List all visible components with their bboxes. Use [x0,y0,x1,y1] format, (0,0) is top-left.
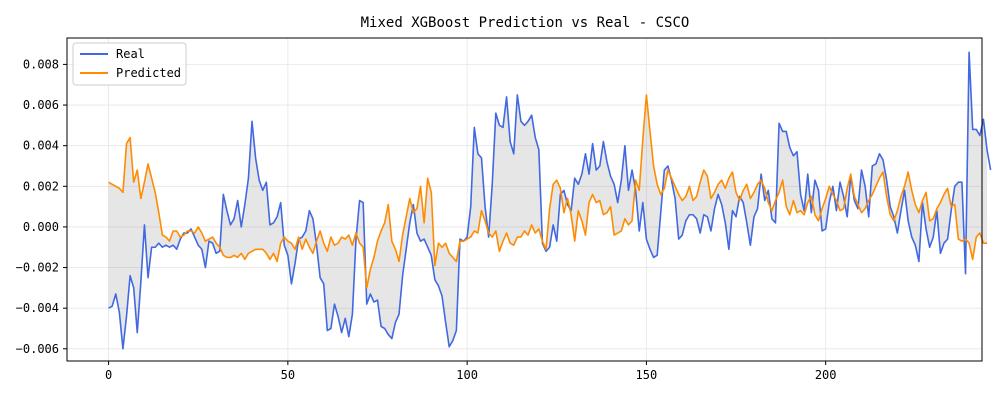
series-line-predicted [108,94,988,289]
legend-label-real: Real [116,47,145,61]
x-tick-label: 50 [281,368,295,382]
x-tick-label: 200 [815,368,837,382]
y-tick-label: 0.004 [23,139,59,153]
y-axis: −0.006 −0.004 −0.002 0.000 0.002 0.004 0.006 0.… [16,57,67,356]
x-tick-label: 150 [636,368,658,382]
y-tick-label: 0.002 [23,179,59,193]
y-tick-label: −0.006 [16,342,59,356]
y-tick-label: −0.004 [16,301,59,315]
series-lines [108,51,992,350]
x-tick-label: 100 [456,368,478,382]
difference-fill [108,52,988,349]
x-axis: 0 50 100 150 200 [105,361,837,382]
series-line-real [108,51,992,350]
fill-between-area [108,52,988,349]
y-tick-label: 0.008 [23,57,59,71]
legend: Real Predicted [72,42,187,86]
plot-border [66,37,983,362]
y-tick-label: 0.006 [23,98,59,112]
chart-title: Mixed XGBoost Prediction vs Real - CSCO [361,15,690,31]
y-tick-label: −0.002 [16,261,59,275]
legend-label-predicted: Predicted [116,66,181,80]
y-tick-label: 0.000 [23,220,59,234]
x-tick-label: 0 [105,368,112,382]
